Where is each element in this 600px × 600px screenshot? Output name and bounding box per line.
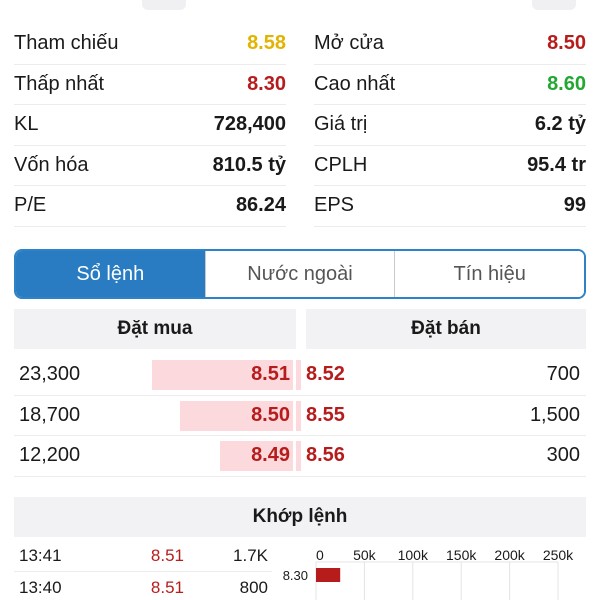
matched-orders-header: Khớp lệnh: [14, 497, 586, 537]
ask-cell[interactable]: 8.55 1,500: [296, 396, 586, 436]
stat-open: Mở cửa 8.50: [314, 24, 586, 65]
tab-foreign[interactable]: Nước ngoài: [204, 251, 395, 297]
bid-cell[interactable]: 18,700 8.50: [14, 396, 296, 436]
x-tick-label: 250k: [543, 547, 574, 563]
x-tick-label: 0: [316, 547, 324, 563]
stat-row: Thấp nhất 8.30 Cao nhất 8.60: [14, 65, 586, 105]
stat-label: Tham chiếu: [14, 32, 119, 55]
stat-row: P/E 86.24 EPS 99: [14, 186, 586, 227]
x-tick-label: 200k: [494, 547, 525, 563]
stat-label: EPS: [314, 194, 355, 217]
stat-eps: EPS 99: [314, 186, 586, 227]
bid-price: 8.49: [251, 444, 290, 467]
volume-by-price-svg: 0 50k 100k 150k 200k 250k 8.30: [283, 547, 574, 600]
stat-label: Mở cửa: [314, 32, 384, 55]
stat-label: Giá trị: [314, 113, 368, 136]
stat-value: 8.50: [547, 32, 586, 55]
match-time: 13:41: [19, 545, 62, 565]
ask-price: 8.52: [306, 363, 345, 386]
segmented-tabs: Sổ lệnh Nước ngoài Tín hiệu: [14, 249, 586, 299]
stat-label: Cao nhất: [314, 72, 396, 95]
bid-depth-bar: [152, 360, 293, 390]
stat-value: 99: [563, 194, 586, 217]
stat-row: KL 728,400 Giá trị 6.2 tỷ: [14, 105, 586, 146]
bid-cell[interactable]: 23,300 8.51: [14, 355, 296, 395]
ask-cell[interactable]: 8.52 700: [296, 355, 586, 395]
volume-bar: [316, 568, 341, 582]
ask-depth-bar: [296, 360, 301, 390]
stat-value: 8.30: [247, 72, 286, 95]
match-volume: 1.7K: [233, 545, 268, 565]
stat-reference: Tham chiếu 8.58: [14, 24, 286, 65]
match-price: 8.51: [150, 545, 184, 565]
order-book-header: Đặt mua Đặt bán: [14, 309, 586, 349]
x-tick-label: 50k: [353, 547, 377, 563]
stat-value: 95.4 tr: [527, 153, 586, 176]
ask-volume: 1,500: [529, 403, 580, 426]
ask-volume: 700: [546, 363, 580, 386]
bid-price: 8.51: [251, 363, 290, 386]
y-category-label: 8.30: [283, 568, 308, 583]
ask-price: 8.56: [306, 444, 345, 467]
stat-value-traded: Giá trị 6.2 tỷ: [314, 105, 586, 146]
bid-header: Đặt mua: [14, 309, 296, 349]
top-toolbar: [0, 0, 600, 14]
stat-low: Thấp nhất 8.30: [14, 65, 286, 105]
ask-volume: 300: [546, 444, 580, 467]
stat-label: CPLH: [314, 153, 368, 176]
stat-high: Cao nhất 8.60: [314, 65, 586, 105]
match-volume: 800: [239, 577, 268, 597]
stat-label: Thấp nhất: [14, 72, 105, 95]
tab-signals[interactable]: Tín hiệu: [394, 251, 584, 297]
bid-volume: 23,300: [19, 363, 81, 386]
volume-by-price-chart: 0 50k 100k 150k 200k 250k 8.30: [278, 540, 586, 600]
stock-stats: Tham chiếu 8.58 Mở cửa 8.50 Thấp nhất 8.…: [14, 24, 586, 227]
stat-value: 728,400: [213, 113, 286, 136]
bid-volume: 18,700: [19, 403, 81, 426]
stat-value: 86.24: [235, 194, 286, 217]
tab-order-book[interactable]: Sổ lệnh: [16, 251, 205, 297]
x-tick-label: 150k: [446, 547, 477, 563]
stat-row: Vốn hóa 810.5 tỷ CPLH 95.4 tr: [14, 146, 586, 186]
x-tick-label: 100k: [398, 547, 429, 563]
stat-value: 6.2 tỷ: [534, 113, 586, 136]
bid-price: 8.50: [251, 403, 290, 426]
matched-order-row: 13:40 8.51 800: [14, 572, 272, 600]
matched-order-row: 13:41 8.51 1.7K: [14, 540, 272, 572]
stat-label: KL: [14, 113, 39, 136]
order-book-row: 23,300 8.51 8.52 700: [14, 355, 586, 396]
stat-label: Vốn hóa: [14, 153, 89, 176]
stat-market-cap: Vốn hóa 810.5 tỷ: [14, 146, 286, 186]
bid-depth-bar: [180, 400, 293, 431]
stat-volume: KL 728,400: [14, 105, 286, 146]
match-price: 8.51: [150, 577, 184, 597]
order-book-row: 12,200 8.49 8.56 300: [14, 436, 586, 477]
menu-button[interactable]: [532, 0, 576, 10]
bid-volume: 12,200: [19, 444, 81, 467]
ask-cell[interactable]: 8.56 300: [296, 436, 586, 476]
ask-price: 8.55: [306, 403, 345, 426]
back-button[interactable]: [142, 0, 186, 10]
ask-header: Đặt bán: [306, 309, 586, 349]
order-book: 23,300 8.51 8.52 700 18,700 8.50 8.55 1,…: [14, 355, 586, 477]
stat-value: 8.60: [547, 72, 586, 95]
stat-label: P/E: [14, 194, 47, 217]
stat-shares-outstanding: CPLH 95.4 tr: [314, 146, 586, 186]
bid-cell[interactable]: 12,200 8.49: [14, 436, 296, 476]
stat-value: 8.58: [247, 32, 286, 55]
bid-depth-bar: [219, 441, 293, 471]
stat-value: 810.5 tỷ: [212, 153, 286, 176]
ask-depth-bar: [296, 441, 301, 471]
matched-orders-list: 13:41 8.51 1.7K 13:40 8.51 800: [14, 540, 272, 600]
stat-pe: P/E 86.24: [14, 186, 286, 227]
order-book-row: 18,700 8.50 8.55 1,500: [14, 396, 586, 436]
ask-depth-bar: [296, 400, 301, 431]
stat-row: Tham chiếu 8.58 Mở cửa 8.50: [14, 24, 586, 65]
match-time: 13:40: [19, 577, 62, 597]
